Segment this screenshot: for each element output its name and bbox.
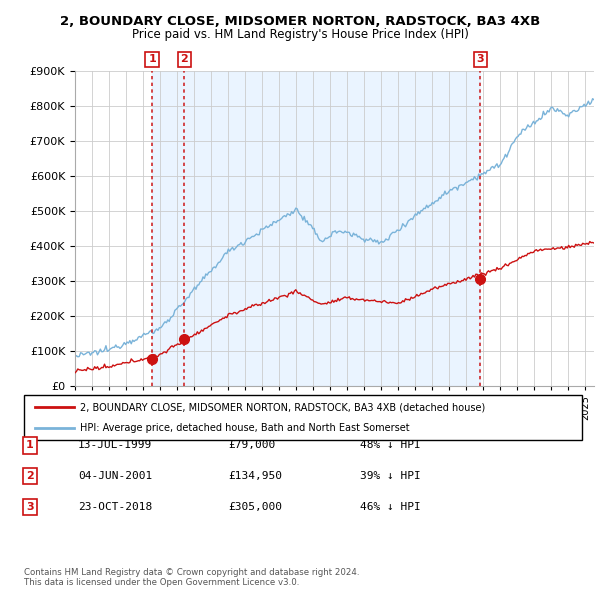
Text: 3: 3: [476, 54, 484, 64]
Text: Contains HM Land Registry data © Crown copyright and database right 2024.
This d: Contains HM Land Registry data © Crown c…: [24, 568, 359, 587]
Text: 2: 2: [26, 471, 34, 481]
Text: 39% ↓ HPI: 39% ↓ HPI: [360, 471, 421, 481]
Text: 1: 1: [26, 441, 34, 450]
Text: 3: 3: [26, 502, 34, 512]
Text: 48% ↓ HPI: 48% ↓ HPI: [360, 441, 421, 450]
Text: 2, BOUNDARY CLOSE, MIDSOMER NORTON, RADSTOCK, BA3 4XB: 2, BOUNDARY CLOSE, MIDSOMER NORTON, RADS…: [60, 15, 540, 28]
Text: Price paid vs. HM Land Registry's House Price Index (HPI): Price paid vs. HM Land Registry's House …: [131, 28, 469, 41]
Text: 13-JUL-1999: 13-JUL-1999: [78, 441, 152, 450]
Text: 2: 2: [181, 54, 188, 64]
Text: 04-JUN-2001: 04-JUN-2001: [78, 471, 152, 481]
Text: 1: 1: [148, 54, 156, 64]
Bar: [152, 71, 480, 386]
Text: £134,950: £134,950: [228, 471, 282, 481]
Text: 2, BOUNDARY CLOSE, MIDSOMER NORTON, RADSTOCK, BA3 4XB (detached house): 2, BOUNDARY CLOSE, MIDSOMER NORTON, RADS…: [80, 402, 485, 412]
Text: 23-OCT-2018: 23-OCT-2018: [78, 502, 152, 512]
Text: £79,000: £79,000: [228, 441, 275, 450]
FancyBboxPatch shape: [24, 395, 582, 440]
Text: £305,000: £305,000: [228, 502, 282, 512]
Text: 46% ↓ HPI: 46% ↓ HPI: [360, 502, 421, 512]
Text: HPI: Average price, detached house, Bath and North East Somerset: HPI: Average price, detached house, Bath…: [80, 422, 409, 432]
